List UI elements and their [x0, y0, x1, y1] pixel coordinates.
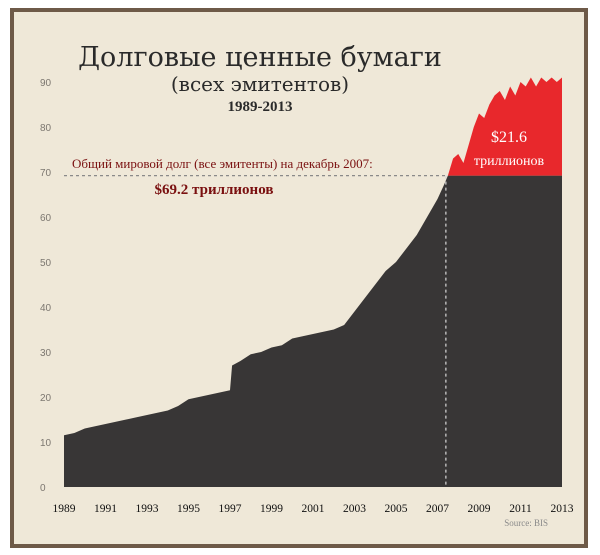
y-axis-ticks: 0 10 20 30 40 50 60 70 80 90	[40, 78, 52, 494]
x-tick-label: 2009	[468, 503, 491, 515]
x-tick-label: 2007	[426, 503, 449, 515]
x-tick-label: 2013	[551, 503, 574, 515]
debt-area	[64, 175, 562, 487]
chart-svg: Долговые ценные бумаги (всех эмитентов) …	[40, 42, 574, 528]
y-tick-label: 0	[40, 483, 46, 494]
chart-frame: Долговые ценные бумаги (всех эмитентов) …	[10, 8, 588, 548]
chart-years-label: 1989-2013	[228, 99, 293, 115]
x-tick-label: 2005	[385, 503, 408, 515]
chart-title: Долговые ценные бумаги	[78, 42, 442, 73]
x-axis-ticks: 1989 1991 1993 1995 1997 1999 2001 2003 2005 2007…	[53, 503, 574, 515]
x-tick-label: 1993	[136, 503, 159, 515]
y-tick-label: 40	[40, 303, 52, 314]
y-tick-label: 30	[40, 348, 52, 359]
annotation-text: Общий мировой долг (все эмитенты) на дек…	[72, 156, 373, 171]
annotation-value: $69.2 триллионов	[155, 182, 274, 198]
x-tick-label: 2001	[302, 503, 325, 515]
x-tick-label: 1997	[219, 503, 242, 515]
chart-subtitle: (всех эмитентов)	[171, 72, 349, 96]
y-tick-label: 20	[40, 393, 52, 404]
y-tick-label: 80	[40, 123, 52, 134]
x-tick-label: 1995	[177, 503, 200, 515]
x-tick-label: 1989	[53, 503, 76, 515]
y-tick-label: 60	[40, 213, 52, 224]
y-tick-label: 90	[40, 78, 52, 89]
x-tick-label: 1999	[260, 503, 283, 515]
increase-area	[447, 77, 562, 176]
x-tick-label: 2003	[343, 503, 366, 515]
increase-value: $21.6	[491, 129, 527, 146]
y-tick-label: 70	[40, 168, 52, 179]
y-tick-label: 10	[40, 438, 52, 449]
x-tick-label: 1991	[94, 503, 117, 515]
x-tick-label: 2011	[509, 503, 532, 515]
y-tick-label: 50	[40, 258, 52, 269]
source-label: Source: BIS	[504, 518, 548, 528]
increase-unit: триллионов	[474, 154, 545, 169]
